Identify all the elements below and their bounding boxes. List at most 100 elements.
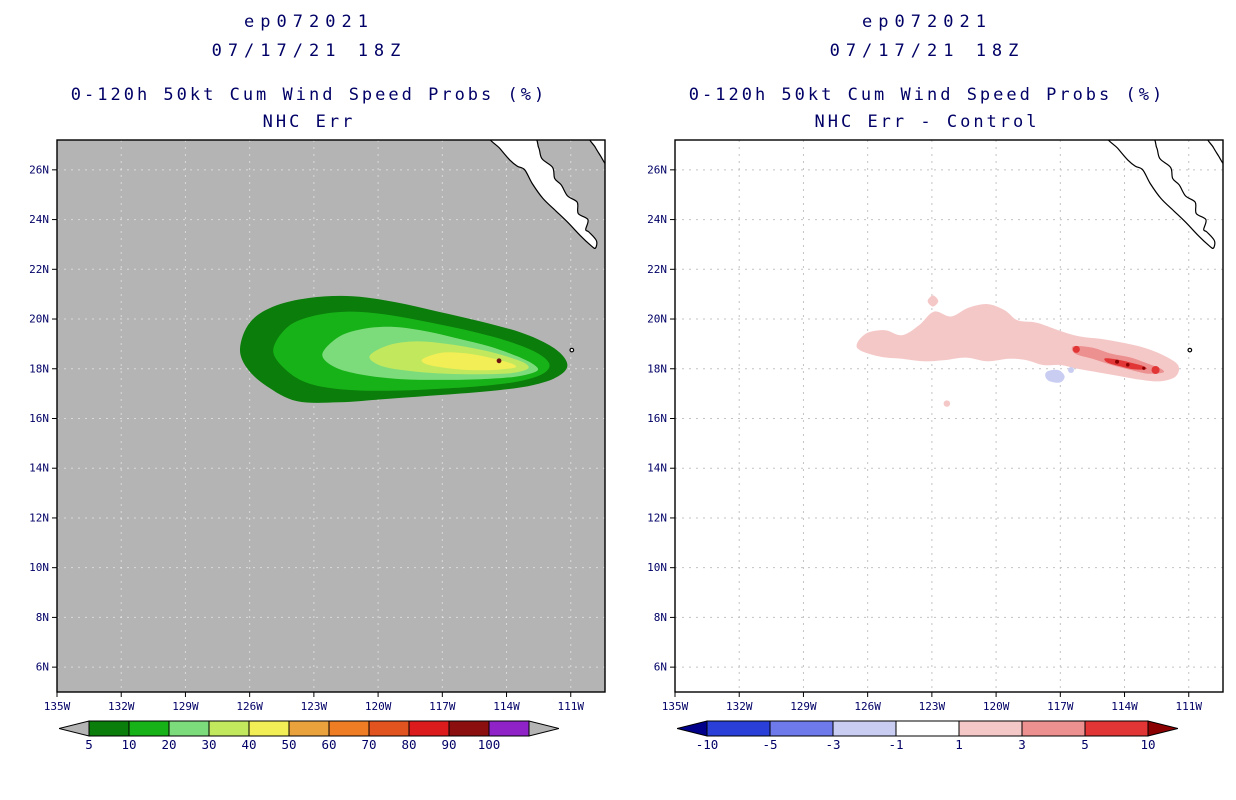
lat-tick-label: 6N: [654, 661, 667, 674]
lon-tick-label: 129W: [790, 700, 817, 713]
lon-tick-label: 135W: [662, 700, 689, 713]
colorbar-band: [368, 720, 410, 737]
diff-minus1-small-spot: [1068, 367, 1075, 373]
diff-plus5-east-spot: [1151, 366, 1160, 374]
storm-id: ep072021: [244, 12, 374, 32]
colorbar-band: [248, 720, 290, 737]
panel-nhc-err-minus-control: ep072021 07/17/21 18Z 0-120h 50kt Cum Wi…: [618, 0, 1236, 800]
probability-colorbar: 5 10 20 30 40 50 60 70 80 90 100: [59, 720, 559, 752]
map-frame: [674, 139, 1224, 693]
lat-tick-label: 16N: [647, 412, 667, 425]
panel-heading: 0-120h 50kt Cum Wind Speed Probs (%): [70, 85, 548, 105]
panel-nhc-err: ep072021 07/17/21 18Z 0-120h 50kt Cum Wi…: [29, 12, 606, 752]
colorbar-tick-label: 30: [201, 737, 216, 752]
storm-center-marker: [496, 358, 502, 364]
panel-subheading: NHC Err - Control: [814, 112, 1040, 132]
colorbar-tick-label: -3: [825, 737, 840, 752]
colorbar-tick-label: 70: [361, 737, 376, 752]
colorbar-tick-label: 90: [441, 737, 456, 752]
panel-right-titles: ep072021 07/17/21 18Z 0-120h 50kt Cum Wi…: [618, 0, 1236, 132]
lat-tick-label: 10N: [647, 561, 667, 574]
colorbar-tick-label: 100: [478, 737, 501, 752]
colorbar-tick-label: 5: [1081, 737, 1089, 752]
colorbar-tick-label: 5: [85, 737, 93, 752]
lat-tick-label: 6N: [36, 661, 49, 674]
colorbar-band: [168, 720, 210, 737]
lat-tick-label: 16N: [29, 412, 49, 425]
colorbar-tick-label: 10: [1140, 737, 1155, 752]
lat-tick-label: 8N: [36, 611, 49, 624]
colorbar-tick-label: 60: [321, 737, 336, 752]
colorbar-tick-label: -10: [695, 737, 718, 752]
colorbar-band: [328, 720, 370, 737]
colorbar-tick-label: 20: [161, 737, 176, 752]
lon-tick-label: 120W: [365, 700, 392, 713]
lat-tick-label: 20N: [29, 313, 49, 326]
colorbar-band: [1084, 720, 1148, 737]
diff-plus10-speck-3: [1142, 366, 1146, 370]
storm-id: ep072021: [862, 12, 992, 32]
lon-tick-label: 123W: [301, 700, 328, 713]
contour-diff-plus1-northwest-spot: [927, 295, 939, 307]
under-range-arrow: [676, 720, 707, 737]
panel-heading: 0-120h 50kt Cum Wind Speed Probs (%): [688, 85, 1166, 105]
colorbar-tick-label: 3: [1018, 737, 1026, 752]
contour-diff-minus1-patch: [1045, 369, 1065, 383]
sea-background: [675, 140, 1223, 692]
over-range-arrow: [528, 720, 559, 737]
lat-tick-label: 14N: [647, 462, 667, 475]
colorbar-band: [895, 720, 959, 737]
lon-tick-label: 114W: [1111, 700, 1138, 713]
lat-tick-label: 24N: [647, 213, 667, 226]
over-range-arrow: [1147, 720, 1178, 737]
lat-tick-label: 18N: [29, 362, 49, 375]
sea-background: [57, 140, 605, 692]
lon-tick-label: 135W: [44, 700, 71, 713]
lon-tick-label: 126W: [236, 700, 263, 713]
colorbar-band: [88, 720, 130, 737]
coastline-mexico-mainland-coast: [1207, 140, 1223, 165]
probability-map: 26N 24N 22N 20N 18N 16N 14N 12N 10N 8N 6N 135W 132W 1…: [29, 139, 606, 713]
difference-map: 26N 24N 22N 20N 18N 16N 14N 12N 10N 8N 6N 135W 132W 1…: [647, 139, 1224, 713]
lon-tick-label: 132W: [108, 700, 135, 713]
lat-tick-label: 14N: [29, 462, 49, 475]
socorro-island: [1187, 347, 1193, 353]
colorbar-tick-label: 80: [401, 737, 416, 752]
diff-plus10-speck-1: [1115, 359, 1120, 364]
map-frame: [56, 139, 606, 693]
under-range-arrow: [59, 720, 90, 737]
lon-tick-label: 117W: [429, 700, 456, 713]
diff-plus1-south-spot: [943, 400, 951, 407]
colorbar-tick-label: 50: [281, 737, 296, 752]
colorbar-band: [448, 720, 490, 737]
colorbar-tick-label: -1: [888, 737, 903, 752]
colorbar-band: [706, 720, 770, 737]
lat-tick-label: 20N: [647, 313, 667, 326]
lat-tick-label: 24N: [29, 213, 49, 226]
contour-prob-40pct: [421, 352, 517, 371]
colorbar-band: [128, 720, 170, 737]
coastline-baja-california-peninsula: [489, 140, 598, 250]
coastline-mexico-mainland-coast: [589, 140, 605, 165]
colorbar-band: [408, 720, 450, 737]
colorbar-tick-label: 40: [241, 737, 256, 752]
lat-tick-label: 26N: [647, 163, 667, 176]
init-time: 07/17/21 18Z: [211, 41, 407, 61]
lat-tick-label: 8N: [654, 611, 667, 624]
lon-tick-label: 123W: [919, 700, 946, 713]
lon-tick-label: 120W: [983, 700, 1010, 713]
lat-tick-label: 10N: [29, 561, 49, 574]
lat-tick-label: 26N: [29, 163, 49, 176]
map-interior: [57, 140, 605, 692]
difference-colorbar: -10 -5 -3 -1 1 3 5 10: [676, 720, 1178, 752]
contour-diff-plus5-streak: [1104, 358, 1147, 370]
colorbar-band: [288, 720, 330, 737]
lat-tick-label: 12N: [29, 511, 49, 524]
lon-tick-label: 114W: [493, 700, 520, 713]
colorbar-tick-label: -5: [762, 737, 777, 752]
colorbar-band: [958, 720, 1022, 737]
lon-tick-label: 132W: [726, 700, 753, 713]
diff-plus5-west-spot: [1072, 345, 1080, 353]
lon-tick-label: 126W: [854, 700, 881, 713]
